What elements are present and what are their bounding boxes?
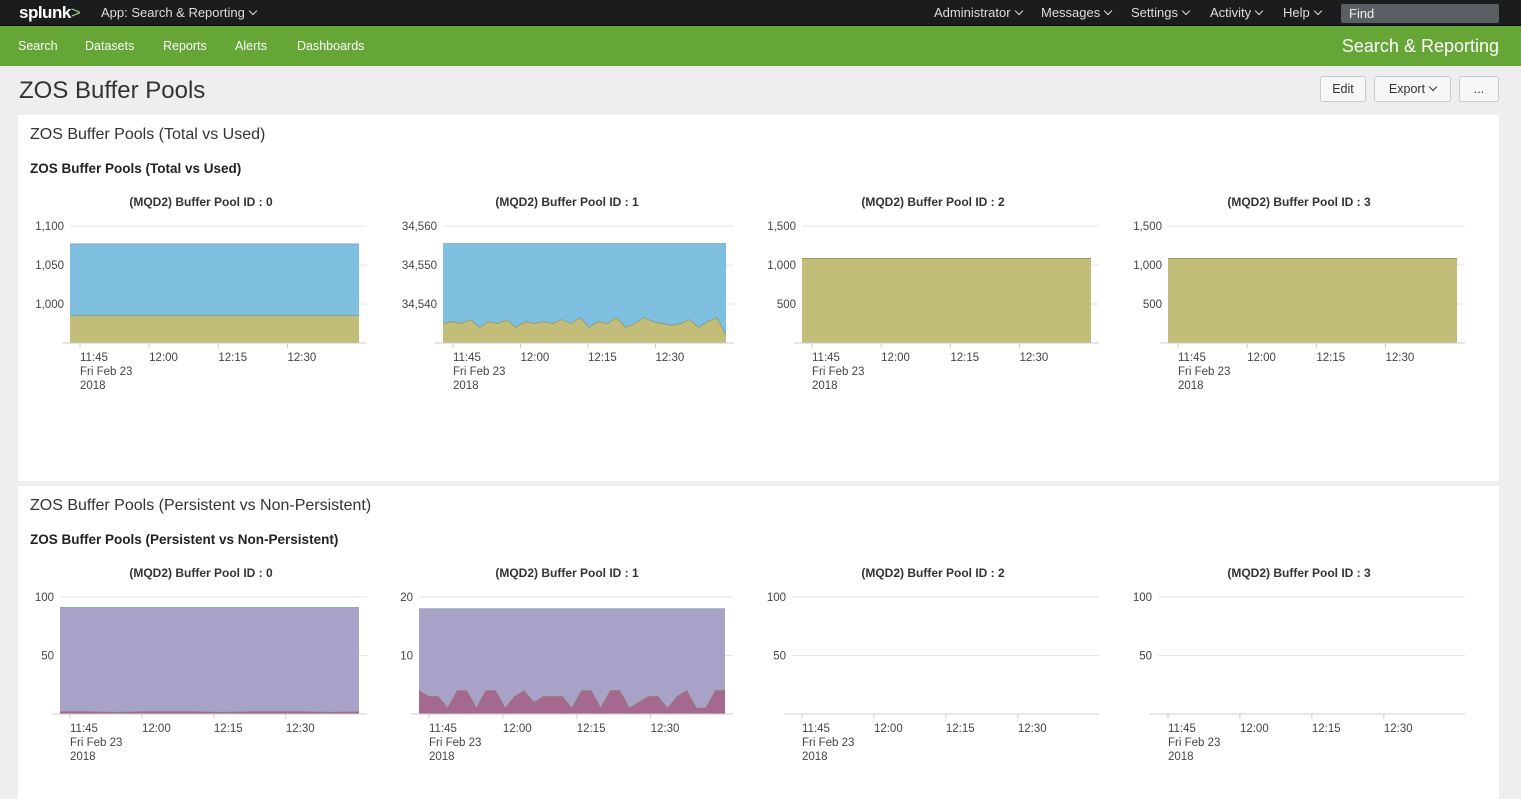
page-title: ZOS Buffer Pools — [19, 77, 206, 104]
messages-menu[interactable]: Messages — [1041, 5, 1113, 20]
help-menu[interactable]: Help — [1283, 5, 1322, 20]
chevron-down-icon — [1313, 6, 1322, 16]
panel-persistent-vs-nonpersistent: ZOS Buffer Pools (Persistent vs Non-Pers… — [18, 486, 1499, 799]
app-menu[interactable]: App: Search & Reporting — [101, 5, 258, 20]
more-actions-button[interactable]: ... — [1459, 76, 1499, 102]
panel-subtitle: ZOS Buffer Pools (Total vs Used) — [30, 161, 242, 176]
edit-button[interactable]: Edit — [1320, 76, 1366, 102]
chevron-down-icon — [248, 6, 258, 16]
chart-title: (MQD2) Buffer Pool ID : 3 — [1227, 566, 1371, 580]
activity-menu[interactable]: Activity — [1210, 5, 1264, 20]
chart-title: (MQD2) Buffer Pool ID : 3 — [1227, 195, 1371, 209]
nav-alerts[interactable]: Alerts — [235, 39, 267, 53]
app-bar: Search Datasets Reports Alerts Dashboard… — [0, 26, 1521, 66]
chart-title: (MQD2) Buffer Pool ID : 2 — [861, 566, 1005, 580]
chart-title: (MQD2) Buffer Pool ID : 2 — [861, 195, 1005, 209]
app-title: Search & Reporting — [1341, 36, 1499, 56]
nav-dashboards[interactable]: Dashboards — [297, 39, 365, 53]
panel-title: ZOS Buffer Pools (Total vs Used) — [30, 126, 266, 143]
nav-reports[interactable]: Reports — [163, 39, 207, 53]
chevron-down-icon — [1104, 6, 1113, 16]
chevron-down-icon — [1014, 6, 1023, 16]
chart-title: (MQD2) Buffer Pool ID : 1 — [495, 195, 639, 209]
settings-menu[interactable]: Settings — [1131, 5, 1191, 20]
nav-datasets[interactable]: Datasets — [85, 39, 135, 53]
panel-subtitle: ZOS Buffer Pools (Persistent vs Non-Pers… — [30, 532, 339, 547]
top-bar: splunk> App: Search & Reporting Administ… — [0, 0, 1521, 26]
splunk-logo[interactable]: splunk> — [19, 3, 81, 22]
chart-title: (MQD2) Buffer Pool ID : 0 — [129, 566, 273, 580]
chart-title: (MQD2) Buffer Pool ID : 1 — [495, 566, 639, 580]
find-input[interactable]: Find — [1341, 4, 1499, 23]
chevron-down-icon — [1428, 82, 1438, 92]
chevron-down-icon — [1181, 6, 1191, 16]
nav-search[interactable]: Search — [18, 39, 58, 53]
panel-title: ZOS Buffer Pools (Persistent vs Non-Pers… — [30, 497, 372, 514]
chart-title: (MQD2) Buffer Pool ID : 0 — [129, 195, 273, 209]
panel-total-vs-used: ZOS Buffer Pools (Total vs Used) ZOS Buf… — [18, 115, 1499, 481]
chevron-down-icon — [1254, 6, 1264, 16]
export-button[interactable]: Export — [1374, 76, 1451, 102]
administrator-menu[interactable]: Administrator — [934, 5, 1023, 20]
